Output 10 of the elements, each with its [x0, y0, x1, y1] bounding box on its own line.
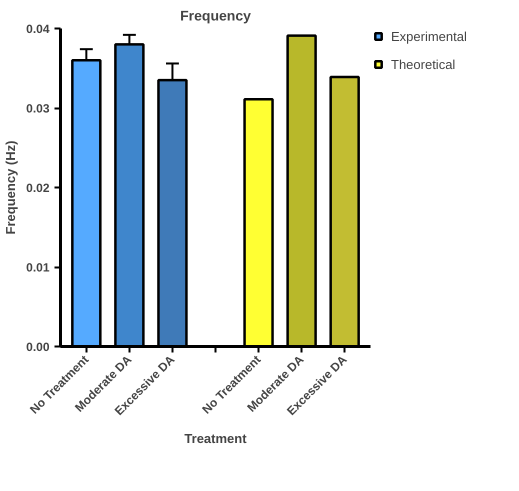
legend-label: Experimental: [391, 28, 467, 44]
y-tick-label: 0.00: [26, 340, 50, 354]
legend-label: Theoretical: [391, 56, 456, 72]
y-tick-label: 0.02: [26, 181, 50, 195]
chart-title: Frequency: [180, 8, 252, 24]
y-tick-label: 0.01: [26, 260, 50, 274]
y-axis-title: Frequency (Hz): [3, 140, 18, 234]
x-axis-title: Treatment: [184, 431, 248, 446]
y-tick-label: 0.04: [26, 22, 50, 36]
y-tick-label: 0.03: [26, 102, 50, 116]
